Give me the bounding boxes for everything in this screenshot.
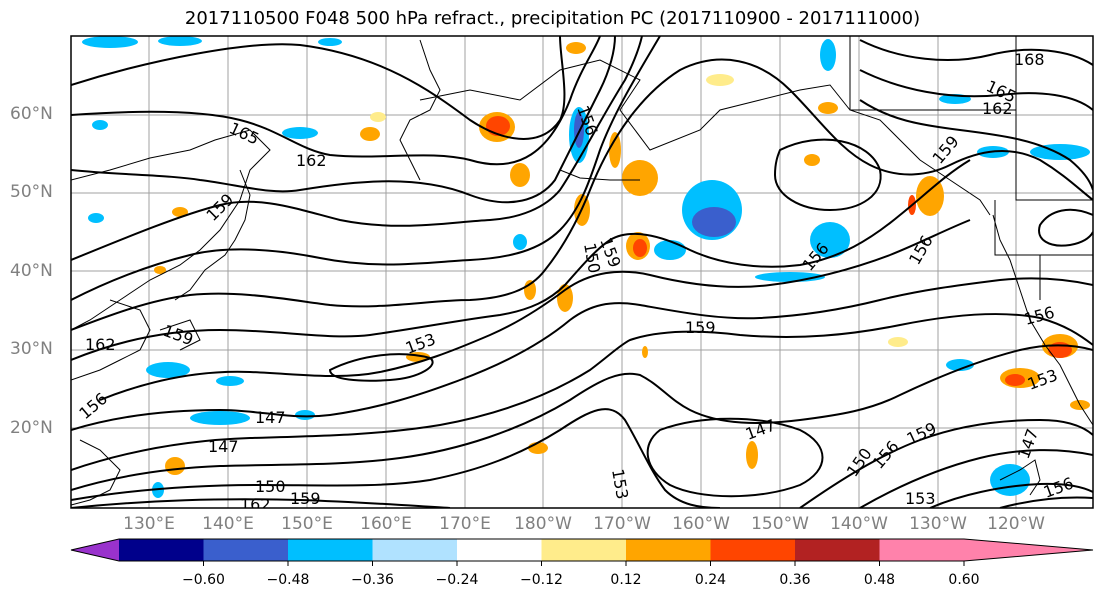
- lon-label: 150°E: [281, 514, 333, 534]
- colorbar-tick-label: −0.24: [435, 572, 479, 588]
- contour-label: 162: [240, 495, 271, 514]
- contour-label: 162: [982, 99, 1013, 118]
- map-title: 2017110500 F048 500 hPa refract., precip…: [184, 8, 921, 29]
- colorbar-tick-label: 0.36: [779, 572, 811, 588]
- colorbar-segment: [372, 539, 457, 561]
- colorbar-segment: [879, 539, 964, 561]
- height-contours: [71, 36, 1093, 508]
- lon-label: 130°E: [123, 514, 175, 534]
- contour-label: 153: [905, 489, 936, 508]
- lon-label: 140°E: [202, 514, 254, 534]
- map-frame: [70, 35, 1094, 509]
- contour-label: 162: [85, 335, 116, 354]
- lat-label: 30°N: [10, 339, 53, 359]
- contour-label: 147: [208, 437, 239, 456]
- colorbar-segment: [119, 539, 204, 561]
- colorbar-tick-label: 0.12: [610, 572, 642, 588]
- lon-label: 120°W: [987, 514, 1045, 534]
- lat-label: 60°N: [10, 104, 53, 124]
- colorbar-tick-label: 0.60: [948, 572, 980, 588]
- contour-label: 159: [685, 318, 716, 337]
- lat-label: 40°N: [10, 261, 53, 281]
- lon-label: 140°W: [830, 514, 888, 534]
- colorbar-tick-label: −0.48: [266, 572, 310, 588]
- lat-label: 20°N: [10, 418, 53, 438]
- contour-label: 162: [296, 151, 327, 170]
- contour-label: 168: [1014, 50, 1045, 69]
- colorbar-min-extension: [71, 539, 119, 561]
- lon-label: 160°W: [672, 514, 730, 534]
- colorbar-max-extension: [964, 539, 1093, 561]
- colorbar-segment: [203, 539, 288, 561]
- colorbar-tick-label: 0.24: [694, 572, 727, 588]
- lon-label: 130°W: [909, 514, 967, 534]
- colorbar-segment: [541, 539, 626, 561]
- colorbar-segment: [626, 539, 711, 561]
- colorbar-segment: [710, 539, 795, 561]
- lon-label: 160°E: [360, 514, 412, 534]
- colorbar-tick-label: −0.36: [351, 572, 394, 588]
- colorbar-tick-label: −0.12: [520, 572, 563, 588]
- lat-label: 50°N: [10, 182, 53, 202]
- colorbar: [70, 538, 1094, 566]
- contour-label: 147: [255, 408, 286, 427]
- lon-label: 150°W: [751, 514, 809, 534]
- colorbar-tick-label: −0.60: [182, 572, 225, 588]
- contour-label: 150: [255, 477, 286, 496]
- contour-label: 159: [290, 489, 321, 508]
- colorbar-segment: [288, 539, 373, 561]
- lon-label: 180°W: [514, 514, 572, 534]
- colorbar-segment: [795, 539, 880, 561]
- lon-label: 170°E: [439, 514, 491, 534]
- colorbar-segment: [457, 539, 542, 561]
- colorbar-tick-label: 0.48: [863, 572, 896, 588]
- lon-label: 170°W: [593, 514, 651, 534]
